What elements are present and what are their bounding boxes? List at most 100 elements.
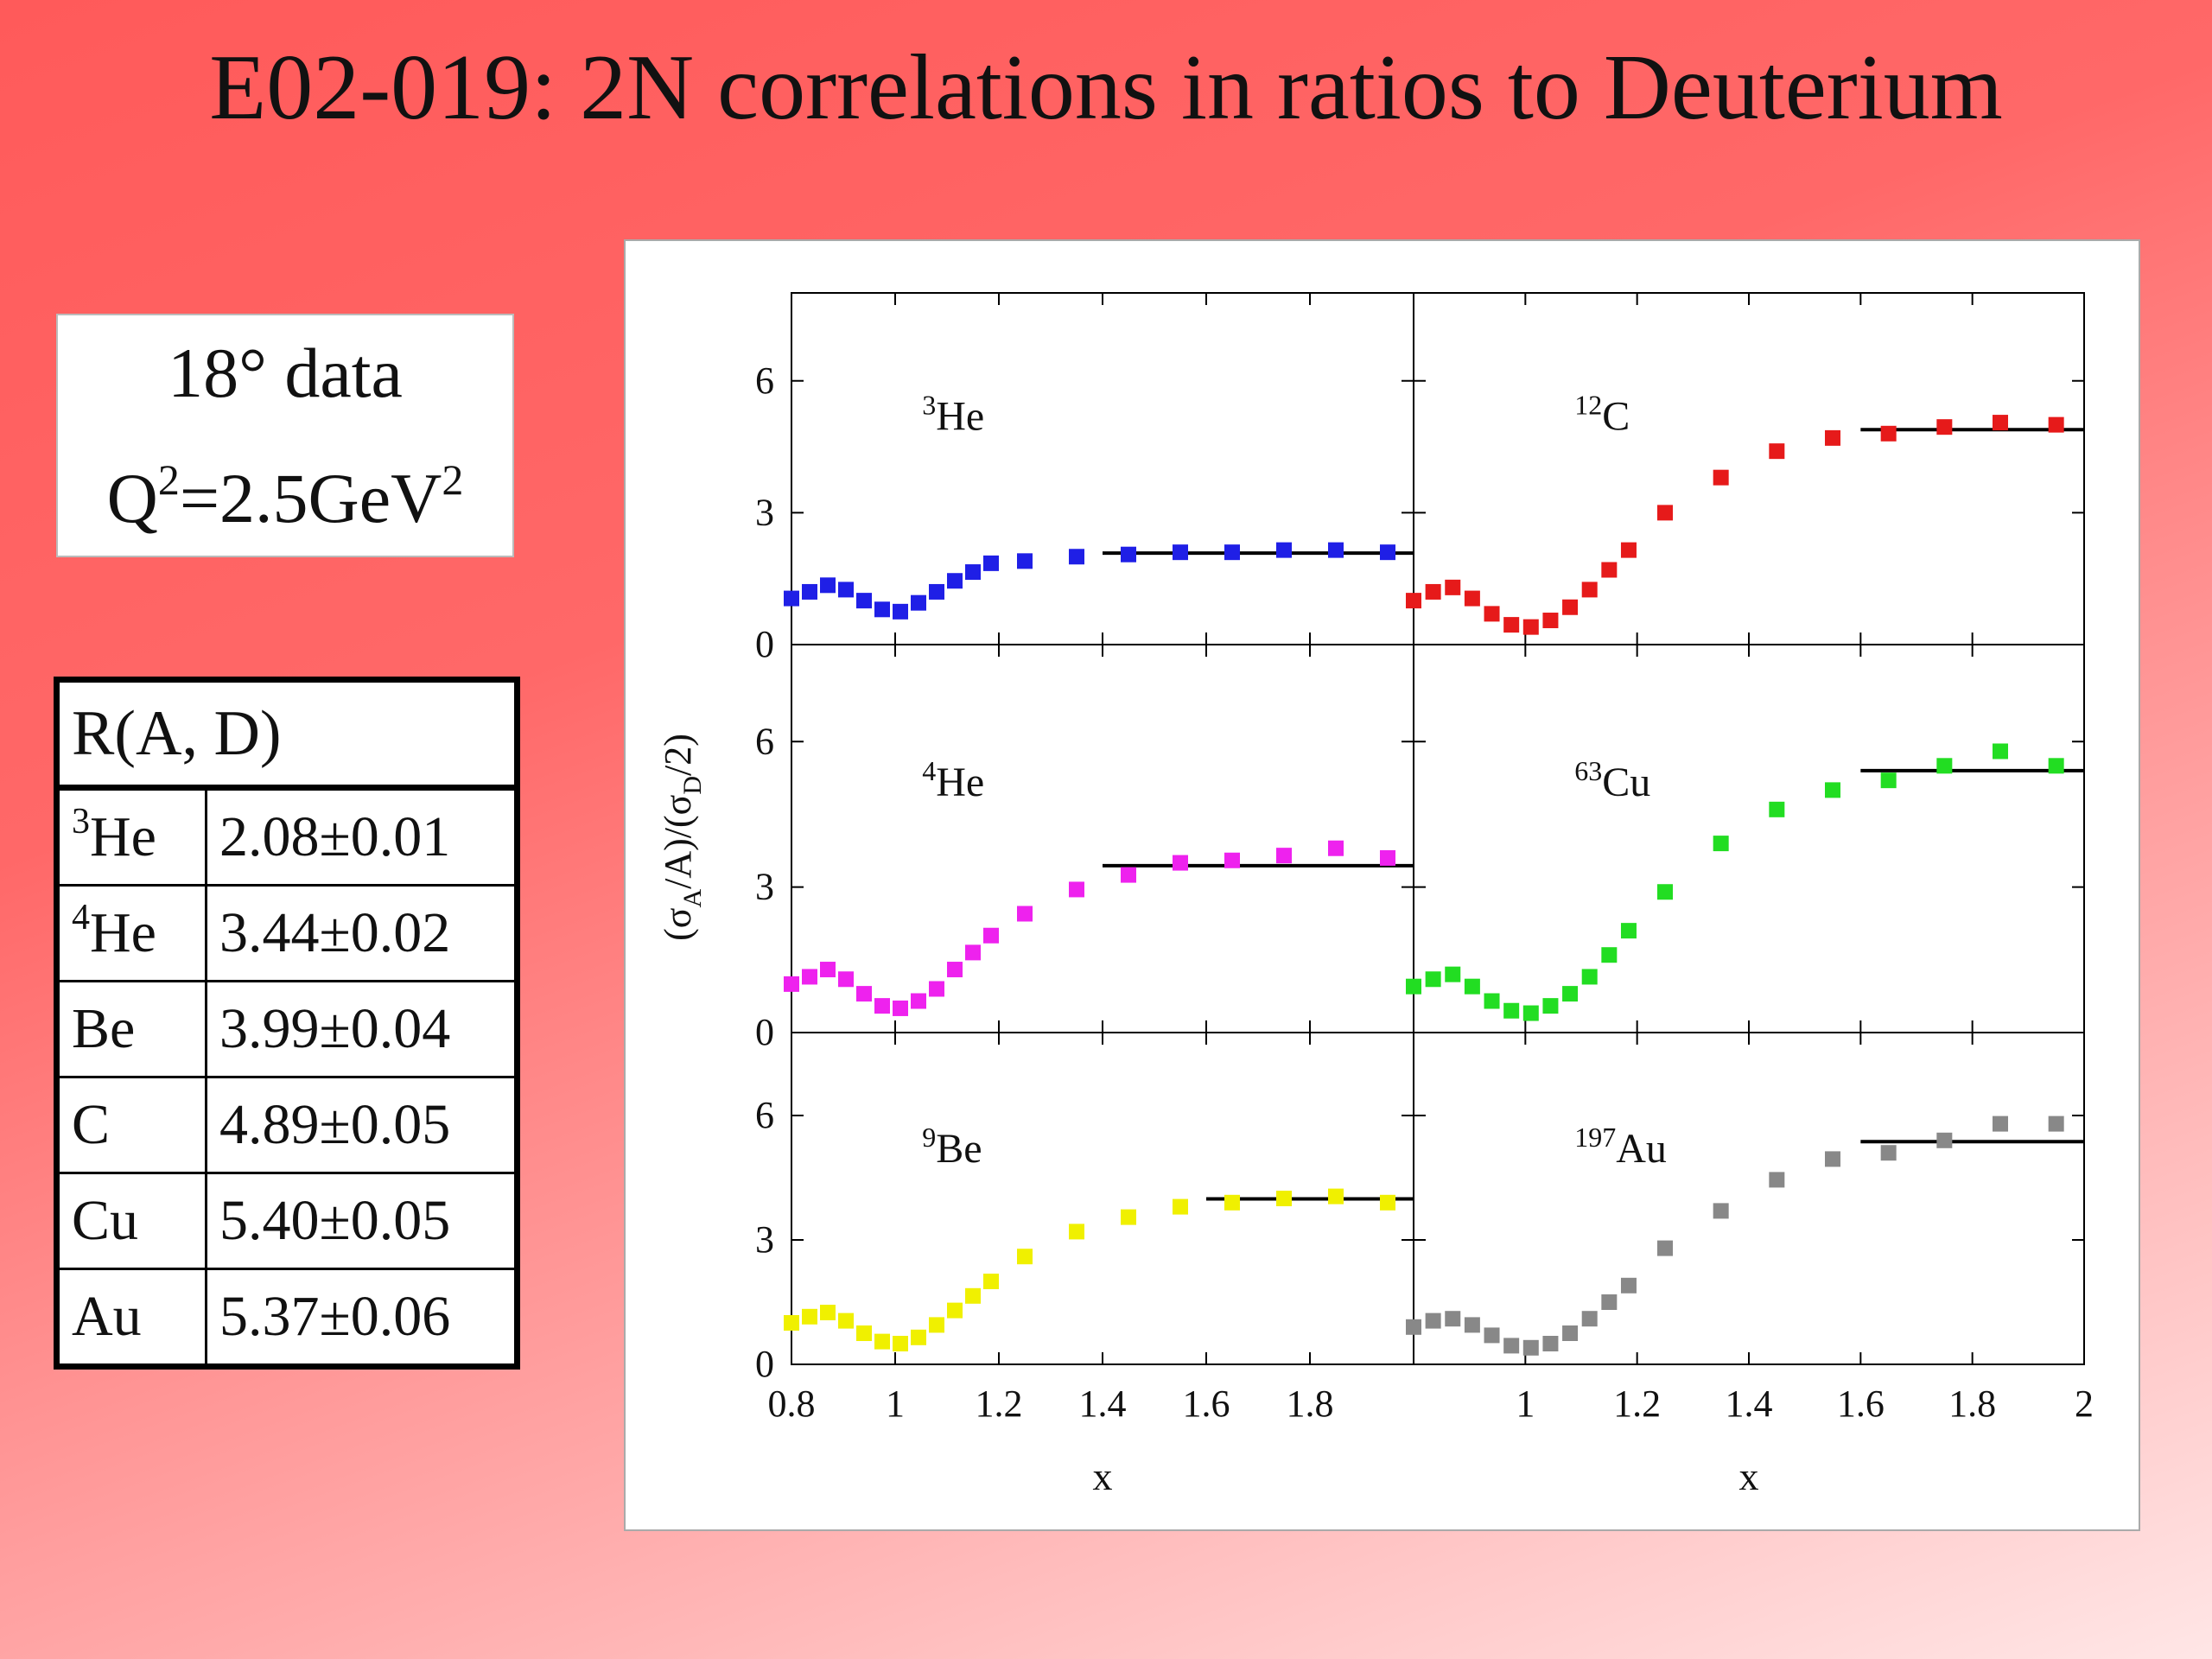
nucleus-cell: 4He	[55, 884, 207, 982]
data-point	[1224, 1194, 1240, 1211]
nucleus-name: C	[72, 1093, 111, 1156]
data-point	[1328, 1188, 1344, 1205]
data-point	[1445, 966, 1461, 982]
x-axis-label: x	[1739, 1454, 1759, 1498]
y-tick-label: 3	[755, 866, 774, 908]
y-label-subscript: D	[678, 776, 707, 795]
x-tick-label: 1	[1516, 1382, 1535, 1425]
data-point	[947, 1302, 963, 1319]
ratio-value: 4.89±0.05	[205, 1076, 518, 1174]
data-point	[1542, 613, 1559, 629]
y-tick-label: 3	[755, 1218, 774, 1261]
data-point	[838, 1313, 854, 1329]
panel-c12: 12C	[1406, 292, 2085, 645]
x-tick-label: 1.8	[1948, 1382, 1996, 1425]
data-point	[1581, 1311, 1598, 1327]
nucleus-name: He	[936, 760, 984, 805]
x-tick-label: 1.8	[1287, 1382, 1334, 1425]
table-row: Be 3.99±0.04	[55, 980, 518, 1078]
data-point	[1224, 544, 1240, 561]
ratio-value: 3.99±0.04	[205, 980, 518, 1078]
nucleus-cell: C	[55, 1076, 207, 1174]
data-point	[1522, 619, 1539, 635]
data-info-box: 18° data Q2=2.5GeV2	[56, 314, 514, 557]
nucleus-cell: Be	[55, 980, 207, 1078]
y-label-part: /A)/(σ	[657, 794, 699, 889]
data-point	[1380, 849, 1395, 866]
table-row: 3He 2.08±0.01	[55, 786, 518, 887]
angle-label: 18° data	[168, 334, 403, 412]
ratio-table: R(A, D) 3He 2.08±0.01 4He 3.44±0.02 Be 3…	[54, 677, 520, 1370]
data-point	[1620, 923, 1637, 939]
x-axis-label: x	[1093, 1454, 1113, 1498]
nucleus-name: Be	[72, 997, 136, 1060]
table-row: C 4.89±0.05	[55, 1076, 518, 1174]
panel-border	[1413, 292, 2085, 645]
panel-label: 9Be	[922, 1122, 982, 1172]
data-point	[1276, 542, 1292, 558]
data-point	[1425, 971, 1441, 988]
mass-number: 12	[1574, 390, 1602, 421]
panel-be9: 0 3 6 9Be	[755, 1032, 1414, 1385]
nucleus-name: He	[90, 805, 156, 868]
y-tick-label: 6	[755, 720, 774, 762]
x-tick-label: 1.2	[1613, 1382, 1661, 1425]
data-point	[1173, 1198, 1188, 1215]
data-point	[893, 603, 908, 620]
data-point	[838, 971, 854, 988]
data-point	[1069, 1224, 1084, 1240]
panel-border	[1413, 1032, 2085, 1365]
data-point	[1445, 1311, 1461, 1327]
data-point	[1620, 542, 1637, 558]
data-point	[1464, 978, 1480, 995]
nucleus-name: He	[936, 394, 984, 440]
data-point	[1825, 1151, 1840, 1167]
data-point	[929, 583, 944, 600]
data-point	[1425, 1313, 1441, 1329]
mass-number: 3	[922, 390, 936, 421]
data-point	[1406, 1319, 1421, 1335]
data-point	[2048, 416, 2064, 433]
data-point	[1993, 743, 2008, 760]
data-point	[965, 564, 981, 581]
data-point	[1173, 544, 1188, 561]
data-point	[874, 1333, 890, 1350]
data-point	[1121, 546, 1136, 563]
ratio-value: 2.08±0.01	[205, 786, 518, 887]
data-point	[1121, 1209, 1136, 1225]
panel-cu63: 63Cu	[1406, 644, 2085, 1033]
data-point	[893, 1336, 908, 1351]
data-point	[965, 944, 981, 961]
panel-label: 197Au	[1574, 1122, 1667, 1172]
data-point	[947, 573, 963, 589]
nucleus-name: Cu	[72, 1189, 139, 1252]
data-point	[1581, 582, 1598, 598]
data-point	[1542, 1336, 1559, 1351]
data-point	[1769, 1172, 1785, 1188]
mass-number: 197	[1574, 1122, 1616, 1153]
data-point	[911, 594, 926, 611]
data-point	[1503, 1338, 1520, 1354]
data-point	[2048, 758, 2064, 774]
data-point	[1581, 969, 1598, 985]
table-row: 4He 3.44±0.02	[55, 884, 518, 982]
data-point	[1936, 419, 1953, 435]
table-header: R(A, D)	[55, 678, 518, 791]
data-point	[1657, 505, 1673, 521]
data-point	[1993, 415, 2008, 431]
x-tick-label: 1.4	[1726, 1382, 1773, 1425]
nucleus-name: C	[1602, 394, 1630, 440]
data-point	[1406, 593, 1421, 609]
q-value: =2.5GeV	[179, 459, 442, 537]
panel-label: 12C	[1574, 390, 1630, 440]
data-point	[1522, 1005, 1539, 1021]
unit-exponent: 2	[442, 455, 464, 504]
x-tick-label: 1.6	[1837, 1382, 1885, 1425]
data-point	[838, 582, 854, 598]
nucleus-name: Au	[72, 1285, 142, 1348]
data-point	[1880, 1145, 1897, 1161]
data-point	[1713, 1203, 1729, 1219]
panel-au197: 197Au	[1406, 1032, 2085, 1365]
y-tick-label: 0	[755, 623, 774, 665]
